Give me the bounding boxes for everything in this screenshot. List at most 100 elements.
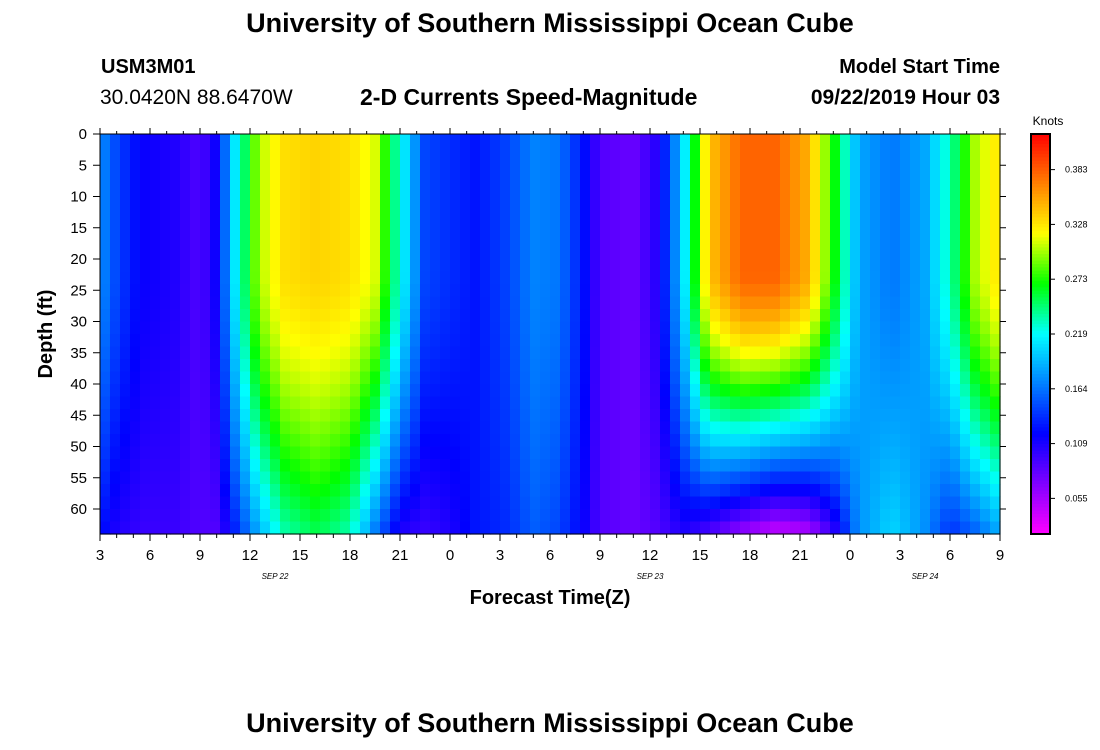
heatmap-cell [860, 321, 871, 335]
heatmap-cell [690, 259, 701, 273]
heatmap-cell [120, 346, 131, 360]
heatmap-cell [280, 509, 291, 523]
heatmap-cell [770, 471, 781, 485]
heatmap-cell [650, 184, 661, 198]
heatmap-cell [590, 209, 601, 223]
model-start-value: 09/22/2019 Hour 03 [810, 86, 1000, 109]
heatmap-cell [280, 309, 291, 323]
heatmap-cell [770, 521, 781, 535]
heatmap-cell [490, 321, 501, 335]
heatmap-cell [670, 484, 681, 498]
heatmap-cell [800, 446, 811, 460]
heatmap-cell [420, 246, 431, 260]
heatmap-cell [610, 284, 621, 298]
heatmap-cell [910, 334, 921, 348]
heatmap-cell [460, 321, 471, 335]
heatmap-cell [830, 171, 841, 185]
heatmap-cell [200, 309, 211, 323]
heatmap-cell [720, 346, 731, 360]
heatmap-cell [580, 334, 591, 348]
heatmap-cell [480, 334, 491, 348]
heatmap-cell [970, 384, 981, 398]
heatmap-cell [860, 159, 871, 173]
heatmap-cell [540, 184, 551, 198]
heatmap-cell [780, 384, 791, 398]
heatmap-cell [200, 246, 211, 260]
heatmap-cell [400, 159, 411, 173]
heatmap-cell [490, 209, 501, 223]
heatmap-cell [200, 446, 211, 460]
heatmap-cell [720, 396, 731, 410]
heatmap-cell [540, 309, 551, 323]
heatmap-cell [460, 271, 471, 285]
colorbar-segment [1031, 284, 1050, 288]
heatmap-cell [540, 471, 551, 485]
x-tick-label: 18 [342, 547, 359, 564]
heatmap-cell [330, 284, 341, 298]
heatmap-cell [530, 484, 541, 498]
heatmap-cell [790, 484, 801, 498]
heatmap-cell [710, 171, 721, 185]
heatmap-cell [870, 184, 881, 198]
heatmap-cell [150, 221, 161, 235]
heatmap-cell [370, 259, 381, 273]
heatmap-cell [690, 146, 701, 160]
heatmap-cell [580, 234, 591, 248]
heatmap-cell [550, 484, 561, 498]
heatmap-cell [840, 146, 851, 160]
heatmap-cell [830, 409, 841, 423]
heatmap-cell [790, 434, 801, 448]
heatmap-cell [930, 184, 941, 198]
heatmap-cell [620, 221, 631, 235]
heatmap-cell [240, 296, 251, 310]
heatmap-cell [910, 296, 921, 310]
heatmap-cell [810, 521, 821, 535]
heatmap-cell [930, 259, 941, 273]
heatmap-cell [570, 246, 581, 260]
heatmap-cell [530, 196, 541, 210]
heatmap-cell [510, 309, 521, 323]
heatmap-cell [880, 371, 891, 385]
heatmap-cell [290, 484, 301, 498]
heatmap-cell [930, 146, 941, 160]
heatmap-cell [880, 421, 891, 435]
heatmap-cell [680, 509, 691, 523]
heatmap-cell [810, 184, 821, 198]
heatmap-cell [850, 359, 861, 373]
heatmap-cell [200, 196, 211, 210]
heatmap-cell [810, 334, 821, 348]
heatmap-cell [820, 271, 831, 285]
heatmap-cell [380, 471, 391, 485]
heatmap-cell [770, 271, 781, 285]
heatmap-cell [440, 184, 451, 198]
heatmap-cell [570, 309, 581, 323]
heatmap-cell [600, 321, 611, 335]
heatmap-cell [690, 521, 701, 535]
heatmap-cell [590, 396, 601, 410]
heatmap-cell [400, 521, 411, 535]
heatmap-cell [510, 171, 521, 185]
colorbar-segment [1031, 270, 1050, 275]
heatmap-cell [700, 209, 711, 223]
heatmap-cell [640, 509, 651, 523]
heatmap-cell [730, 484, 741, 498]
heatmap-cell [460, 134, 471, 148]
heatmap-cell [770, 146, 781, 160]
heatmap-cell [280, 184, 291, 198]
heatmap-cell [660, 496, 671, 510]
x-tick-label: 3 [96, 547, 104, 564]
heatmap-cell [280, 271, 291, 285]
heatmap-cell [310, 234, 321, 248]
heatmap-cell [530, 421, 541, 435]
heatmap-cell [380, 421, 391, 435]
heatmap-cell [480, 209, 491, 223]
heatmap-cell [190, 496, 201, 510]
heatmap-cell [890, 484, 901, 498]
heatmap-cell [740, 334, 751, 348]
heatmap-cell [550, 184, 561, 198]
heatmap-cell [620, 171, 631, 185]
heatmap-cell [510, 484, 521, 498]
heatmap-cell [900, 259, 911, 273]
heatmap-cell [220, 159, 231, 173]
heatmap-cell [270, 521, 281, 535]
